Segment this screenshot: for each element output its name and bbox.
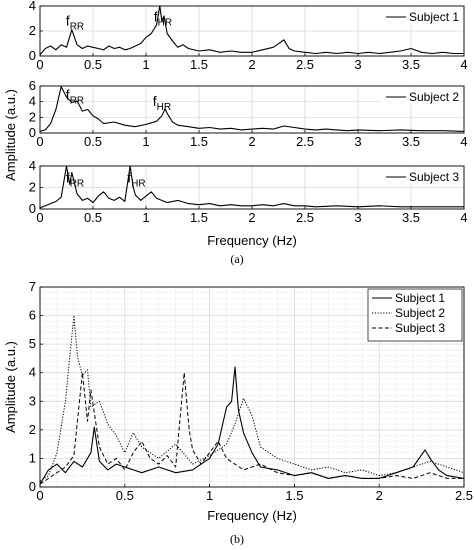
y-tick-label: 2 bbox=[29, 23, 36, 38]
y-tick-label: 0 bbox=[29, 201, 36, 216]
legend-label: Subject 1 bbox=[409, 10, 459, 24]
y-tick-label: 1 bbox=[29, 450, 36, 465]
axes-frame bbox=[39, 286, 465, 488]
y-tick-label: 4 bbox=[29, 158, 36, 173]
x-tick-label: 1 bbox=[206, 488, 213, 503]
x-tick-label: 2 bbox=[248, 134, 255, 149]
y-tick-label: 5 bbox=[29, 336, 36, 351]
x-tick-label: 3 bbox=[354, 134, 361, 149]
x-tick-label: 0.5 bbox=[84, 210, 102, 225]
series-line-subject-1 bbox=[39, 366, 465, 485]
x-tick-label: 0 bbox=[36, 134, 43, 149]
annotation-subscript: RR bbox=[70, 21, 84, 32]
caption-a: (a) bbox=[230, 252, 243, 266]
legend-label: Subject 3 bbox=[409, 170, 459, 184]
x-tick-label: 0 bbox=[36, 210, 43, 225]
y-tick-label: 4 bbox=[29, 365, 36, 380]
annotation-subscript: RR bbox=[70, 178, 84, 189]
x-tick-label: 1 bbox=[142, 57, 149, 72]
x-tick-label: 2.5 bbox=[296, 57, 314, 72]
top-y-axis-label: Amplitude (a.u.) bbox=[3, 89, 18, 181]
x-tick-label: 1.5 bbox=[285, 488, 303, 503]
x-tick-label: 2 bbox=[248, 57, 255, 72]
legend-label: Subject 1 bbox=[395, 291, 445, 305]
legend-label: Subject 2 bbox=[395, 306, 445, 320]
y-tick-label: 7 bbox=[29, 279, 36, 294]
y-tick-label: 4 bbox=[29, 94, 36, 109]
x-tick-label: 3.5 bbox=[402, 57, 420, 72]
annotation-subscript: HR bbox=[157, 102, 171, 113]
series-line-subject-2 bbox=[39, 86, 465, 132]
legend-label: Subject 3 bbox=[395, 321, 445, 335]
x-tick-label: 3.5 bbox=[402, 210, 420, 225]
legend-box bbox=[382, 88, 462, 104]
annotation-subscript: RR bbox=[70, 96, 84, 107]
axes-frame bbox=[39, 165, 465, 210]
x-tick-label: 4 bbox=[460, 57, 467, 72]
x-tick-label: 0 bbox=[36, 57, 43, 72]
bottom-x-axis-label: Frequency (Hz) bbox=[207, 508, 297, 523]
axes-frame bbox=[39, 5, 465, 57]
x-tick-label: 0 bbox=[36, 488, 43, 503]
x-tick-label: 3.5 bbox=[402, 134, 420, 149]
y-tick-label: 2 bbox=[29, 109, 36, 124]
legend-box bbox=[382, 168, 462, 184]
x-tick-label: 1.5 bbox=[190, 134, 208, 149]
x-tick-label: 2.5 bbox=[296, 210, 314, 225]
annotation-subscript: HR bbox=[158, 18, 172, 29]
series-line-subject-3 bbox=[39, 372, 464, 485]
top-x-axis-label: Frequency (Hz) bbox=[207, 233, 297, 248]
x-tick-label: 2.5 bbox=[296, 134, 314, 149]
x-tick-label: 2 bbox=[248, 210, 255, 225]
x-tick-label: 3 bbox=[354, 57, 361, 72]
x-tick-label: 2 bbox=[376, 488, 383, 503]
x-tick-label: 1 bbox=[142, 210, 149, 225]
x-tick-label: 4 bbox=[460, 210, 467, 225]
legend-label: Subject 2 bbox=[409, 90, 459, 104]
x-tick-label: 1.5 bbox=[190, 210, 208, 225]
y-tick-label: 2 bbox=[29, 422, 36, 437]
x-tick-label: 0.5 bbox=[84, 57, 102, 72]
x-tick-label: 0.5 bbox=[84, 134, 102, 149]
annotation-subscript: HR bbox=[131, 178, 145, 189]
x-tick-label: 3 bbox=[354, 210, 361, 225]
x-tick-label: 1.5 bbox=[190, 57, 208, 72]
caption-b: (b) bbox=[230, 532, 244, 546]
y-tick-label: 2 bbox=[29, 180, 36, 195]
y-tick-label: 6 bbox=[29, 78, 36, 93]
x-tick-label: 2.5 bbox=[455, 488, 473, 503]
y-tick-label: 0 bbox=[29, 479, 36, 494]
x-tick-label: 1 bbox=[142, 134, 149, 149]
axes-frame bbox=[39, 85, 465, 134]
y-tick-label: 6 bbox=[29, 308, 36, 323]
y-tick-label: 0 bbox=[29, 48, 36, 63]
series-line-subject-3 bbox=[39, 165, 464, 209]
bottom-y-axis-label: Amplitude (a.u.) bbox=[3, 341, 18, 433]
y-tick-label: 0 bbox=[29, 125, 36, 140]
y-tick-label: 4 bbox=[29, 0, 36, 13]
series-line-subject-1 bbox=[39, 5, 464, 56]
legend-box bbox=[382, 8, 462, 24]
x-tick-label: 0.5 bbox=[116, 488, 134, 503]
y-tick-label: 3 bbox=[29, 393, 36, 408]
x-tick-label: 4 bbox=[460, 134, 467, 149]
